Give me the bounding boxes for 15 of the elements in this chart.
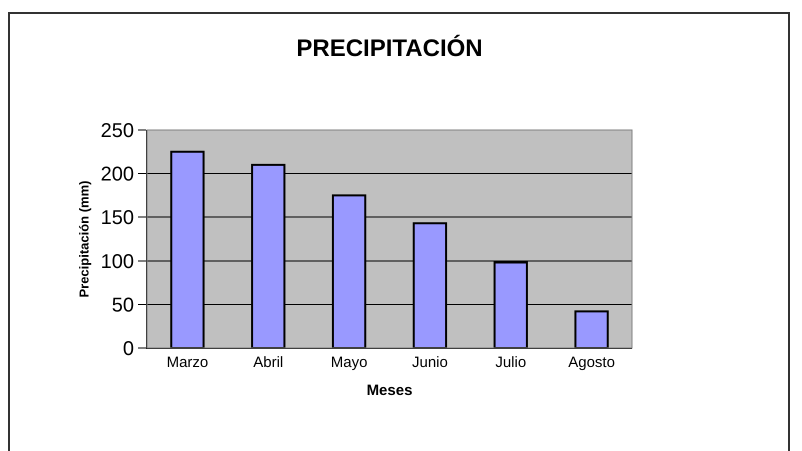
x-axis-title: Meses <box>366 382 412 399</box>
y-tick-label: 250 <box>100 120 134 142</box>
y-tick-label: 200 <box>100 164 134 186</box>
x-tick-label: Agosto <box>568 354 615 371</box>
y-tick-label: 100 <box>100 250 134 273</box>
x-tick-label: Julio <box>495 354 526 371</box>
x-tick-label: Marzo <box>166 354 208 371</box>
x-tick-label: Mayo <box>330 354 368 371</box>
y-tick-label: 150 <box>100 207 134 230</box>
y-axis-title: Precipitación (mm) <box>76 180 92 298</box>
chart-title: PRECIPITACIÓN <box>296 34 483 62</box>
y-tick-label: 50 <box>112 294 134 316</box>
y-tick-label: 0 <box>122 338 134 360</box>
x-tick-label: Junio <box>412 354 448 371</box>
x-tick-label: Abril <box>253 354 284 371</box>
